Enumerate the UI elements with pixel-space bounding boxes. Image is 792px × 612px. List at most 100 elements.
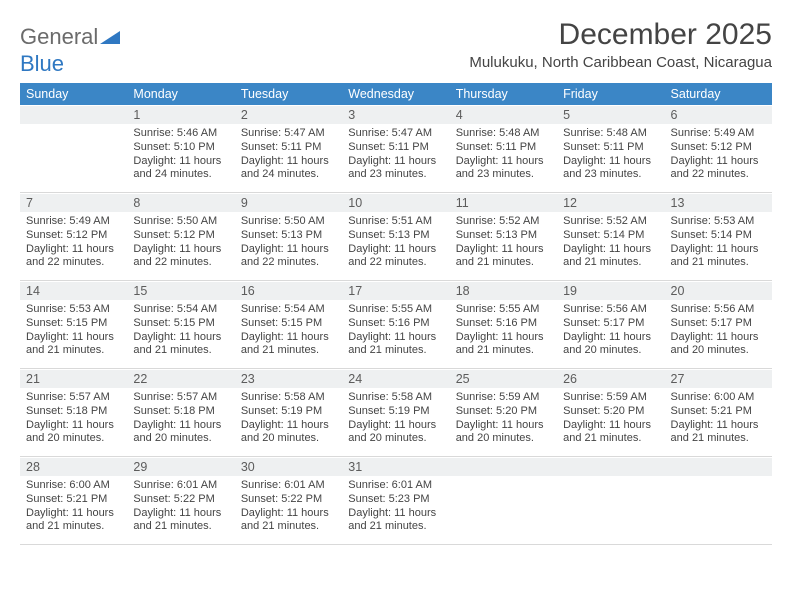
sunset-line: Sunset: 5:20 PM [456, 405, 537, 417]
day-body: Sunrise: 5:47 AMSunset: 5:11 PMDaylight:… [342, 124, 449, 192]
day-number: 27 [665, 369, 772, 388]
sunset-line: Sunset: 5:19 PM [348, 405, 429, 417]
daylight-line: Daylight: 11 hours and 21 minutes. [26, 331, 114, 357]
day-number: 25 [450, 369, 557, 388]
location-subtitle: Mulukuku, North Caribbean Coast, Nicarag… [469, 54, 772, 71]
sunrise-line: Sunrise: 5:50 AM [133, 215, 217, 227]
calendar-cell: 29Sunrise: 6:01 AMSunset: 5:22 PMDayligh… [127, 457, 234, 545]
daylight-line: Daylight: 11 hours and 21 minutes. [456, 331, 544, 357]
sunrise-line: Sunrise: 5:49 AM [671, 127, 755, 139]
weekday-header: Sunday [20, 83, 127, 105]
daylight-line: Daylight: 11 hours and 22 minutes. [26, 243, 114, 269]
calendar-cell: 3Sunrise: 5:47 AMSunset: 5:11 PMDaylight… [342, 105, 449, 193]
calendar-cell: 14Sunrise: 5:53 AMSunset: 5:15 PMDayligh… [20, 281, 127, 369]
sunrise-line: Sunrise: 6:00 AM [26, 479, 110, 491]
daylight-line: Daylight: 11 hours and 21 minutes. [348, 507, 436, 533]
calendar-cell: 11Sunrise: 5:52 AMSunset: 5:13 PMDayligh… [450, 193, 557, 281]
daylight-line: Daylight: 11 hours and 21 minutes. [133, 507, 221, 533]
sunset-line: Sunset: 5:19 PM [241, 405, 322, 417]
day-number: 7 [20, 193, 127, 212]
day-number: 5 [557, 105, 664, 124]
sunrise-line: Sunrise: 5:47 AM [348, 127, 432, 139]
brand-logo: General Blue [20, 18, 120, 77]
calendar-cell: 13Sunrise: 5:53 AMSunset: 5:14 PMDayligh… [665, 193, 772, 281]
day-body: Sunrise: 6:01 AMSunset: 5:22 PMDaylight:… [127, 476, 234, 544]
calendar-cell: 27Sunrise: 6:00 AMSunset: 5:21 PMDayligh… [665, 369, 772, 457]
day-number: 2 [235, 105, 342, 124]
calendar-cell: 2Sunrise: 5:47 AMSunset: 5:11 PMDaylight… [235, 105, 342, 193]
day-number: 1 [127, 105, 234, 124]
sunrise-line: Sunrise: 5:57 AM [26, 391, 110, 403]
sunset-line: Sunset: 5:13 PM [348, 229, 429, 241]
daylight-line: Daylight: 11 hours and 21 minutes. [26, 507, 114, 533]
daylight-line: Daylight: 11 hours and 24 minutes. [133, 155, 221, 181]
sunset-line: Sunset: 5:14 PM [563, 229, 644, 241]
sunset-line: Sunset: 5:17 PM [563, 317, 644, 329]
calendar-week-row: 28 Sunrise: 6:00 AM Sunset: 5:21 PM Dayligh… [20, 457, 772, 545]
calendar-cell: 7Sunrise: 5:49 AMSunset: 5:12 PMDaylight… [20, 193, 127, 281]
day-body-empty [665, 476, 772, 536]
daylight-line: Daylight: 11 hours and 21 minutes. [241, 331, 329, 357]
calendar-cell: 23Sunrise: 5:58 AMSunset: 5:19 PMDayligh… [235, 369, 342, 457]
day-body: Sunrise: 5:48 AMSunset: 5:11 PMDaylight:… [557, 124, 664, 192]
sunrise-line: Sunrise: 5:46 AM [133, 127, 217, 139]
daylight-line: Daylight: 11 hours and 21 minutes. [671, 243, 759, 269]
weekday-header: Friday [557, 83, 664, 105]
day-number-empty [450, 457, 557, 476]
sunrise-line: Sunrise: 5:56 AM [671, 303, 755, 315]
daylight-line: Daylight: 11 hours and 23 minutes. [456, 155, 544, 181]
sunset-line: Sunset: 5:14 PM [671, 229, 752, 241]
calendar-week-row: 21Sunrise: 5:57 AMSunset: 5:18 PMDayligh… [20, 369, 772, 457]
day-body: Sunrise: 6:01 AMSunset: 5:23 PMDaylight:… [342, 476, 449, 544]
calendar-cell: 22Sunrise: 5:57 AMSunset: 5:18 PMDayligh… [127, 369, 234, 457]
sunrise-line: Sunrise: 5:59 AM [563, 391, 647, 403]
sunset-line: Sunset: 5:12 PM [133, 229, 214, 241]
daylight-line: Daylight: 11 hours and 20 minutes. [671, 331, 759, 357]
day-body: Sunrise: 5:54 AMSunset: 5:15 PMDaylight:… [127, 300, 234, 368]
sunrise-line: Sunrise: 5:54 AM [133, 303, 217, 315]
day-body: Sunrise: 5:55 AMSunset: 5:16 PMDaylight:… [342, 300, 449, 368]
sunrise-line: Sunrise: 5:52 AM [563, 215, 647, 227]
day-body: Sunrise: 5:57 AMSunset: 5:18 PMDaylight:… [127, 388, 234, 456]
day-body: Sunrise: 5:52 AMSunset: 5:13 PMDaylight:… [450, 212, 557, 280]
sunrise-line: Sunrise: 6:01 AM [133, 479, 217, 491]
day-number: 28 [20, 457, 127, 476]
header: General Blue December 2025 Mulukuku, Nor… [20, 18, 772, 77]
day-number: 8 [127, 193, 234, 212]
day-number: 29 [127, 457, 234, 476]
sunrise-line: Sunrise: 5:54 AM [241, 303, 325, 315]
sunset-line: Sunset: 5:12 PM [26, 229, 107, 241]
sunrise-line: Sunrise: 6:01 AM [241, 479, 325, 491]
sunset-line: Sunset: 5:23 PM [348, 493, 429, 505]
daylight-line: Daylight: 11 hours and 22 minutes. [133, 243, 221, 269]
calendar-cell: 26Sunrise: 5:59 AMSunset: 5:20 PMDayligh… [557, 369, 664, 457]
daylight-line: Daylight: 11 hours and 23 minutes. [563, 155, 651, 181]
daylight-line: Daylight: 11 hours and 22 minutes. [241, 243, 329, 269]
sunset-line: Sunset: 5:11 PM [563, 141, 644, 153]
day-number: 9 [235, 193, 342, 212]
calendar-cell [450, 457, 557, 545]
sunrise-line: Sunrise: 5:59 AM [456, 391, 540, 403]
sunset-line: Sunset: 5:21 PM [671, 405, 752, 417]
day-body: Sunrise: 5:56 AMSunset: 5:17 PMDaylight:… [557, 300, 664, 368]
day-number: 13 [665, 193, 772, 212]
day-number: 19 [557, 281, 664, 300]
daylight-line: Daylight: 11 hours and 21 minutes. [133, 331, 221, 357]
sunrise-line: Sunrise: 5:53 AM [26, 303, 110, 315]
sunset-line: Sunset: 5:20 PM [563, 405, 644, 417]
sunset-line: Sunset: 5:13 PM [456, 229, 537, 241]
weekday-header: Wednesday [342, 83, 449, 105]
calendar-cell: 21Sunrise: 5:57 AMSunset: 5:18 PMDayligh… [20, 369, 127, 457]
day-body-empty [450, 476, 557, 536]
sunset-line: Sunset: 5:21 PM [26, 493, 107, 505]
daylight-line: Daylight: 11 hours and 20 minutes. [241, 419, 329, 445]
sunrise-line: Sunrise: 5:55 AM [348, 303, 432, 315]
sunrise-line: Sunrise: 5:56 AM [563, 303, 647, 315]
day-number: 10 [342, 193, 449, 212]
sunrise-line: Sunrise: 5:48 AM [456, 127, 540, 139]
day-number: 23 [235, 369, 342, 388]
daylight-line: Daylight: 11 hours and 21 minutes. [563, 243, 651, 269]
sunset-line: Sunset: 5:16 PM [456, 317, 537, 329]
brand-part1: General [20, 24, 98, 49]
day-number: 26 [557, 369, 664, 388]
